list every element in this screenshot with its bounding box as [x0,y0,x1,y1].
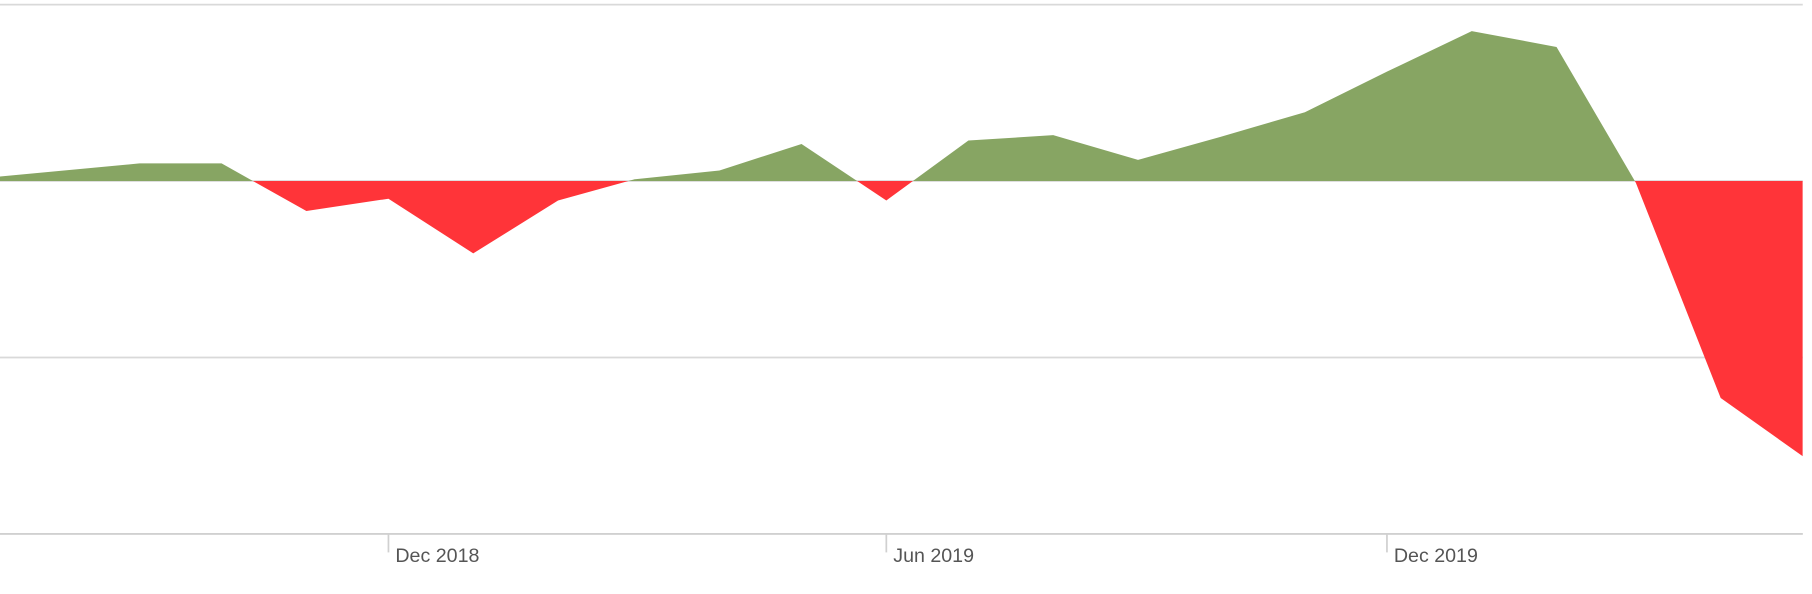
plot-area [0,31,1803,457]
positive-area [0,31,1635,182]
x-tick-label: Dec 2018 [395,545,479,567]
x-tick-label: Jun 2019 [893,545,974,567]
positive-region [0,31,1635,182]
x-tick-label: Dec 2019 [1394,545,1478,567]
